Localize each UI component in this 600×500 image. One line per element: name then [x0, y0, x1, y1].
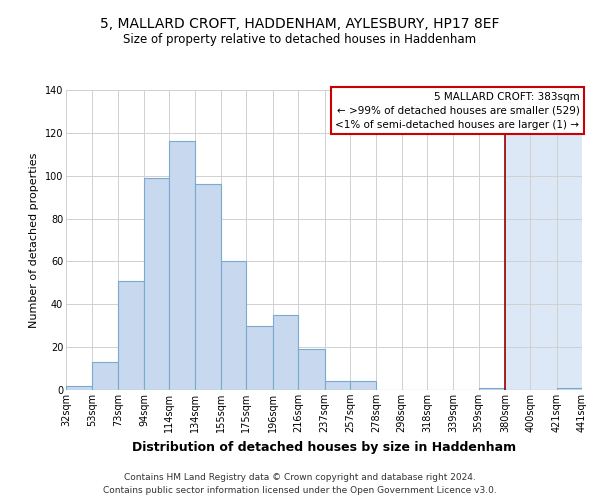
Bar [194, 184, 221, 390]
Text: Size of property relative to detached houses in Haddenham: Size of property relative to detached ho… [124, 32, 476, 46]
Bar [66, 386, 92, 390]
Y-axis label: Number of detached properties: Number of detached properties [29, 152, 39, 328]
Bar [169, 142, 194, 390]
Bar [221, 262, 247, 390]
X-axis label: Distribution of detached houses by size in Haddenham: Distribution of detached houses by size … [132, 440, 516, 454]
Bar [325, 382, 350, 390]
Bar [273, 315, 298, 390]
Text: 5 MALLARD CROFT: 383sqm
← >99% of detached houses are smaller (529)
<1% of semi-: 5 MALLARD CROFT: 383sqm ← >99% of detach… [335, 92, 580, 130]
Bar [144, 178, 169, 390]
Bar [298, 350, 325, 390]
Bar [118, 280, 144, 390]
Text: Contains HM Land Registry data © Crown copyright and database right 2024.
Contai: Contains HM Land Registry data © Crown c… [103, 474, 497, 495]
Bar [92, 362, 118, 390]
Bar [247, 326, 273, 390]
Text: 5, MALLARD CROFT, HADDENHAM, AYLESBURY, HP17 8EF: 5, MALLARD CROFT, HADDENHAM, AYLESBURY, … [100, 18, 500, 32]
Bar [350, 382, 376, 390]
Bar [479, 388, 505, 390]
Bar [505, 90, 582, 390]
Bar [557, 388, 582, 390]
